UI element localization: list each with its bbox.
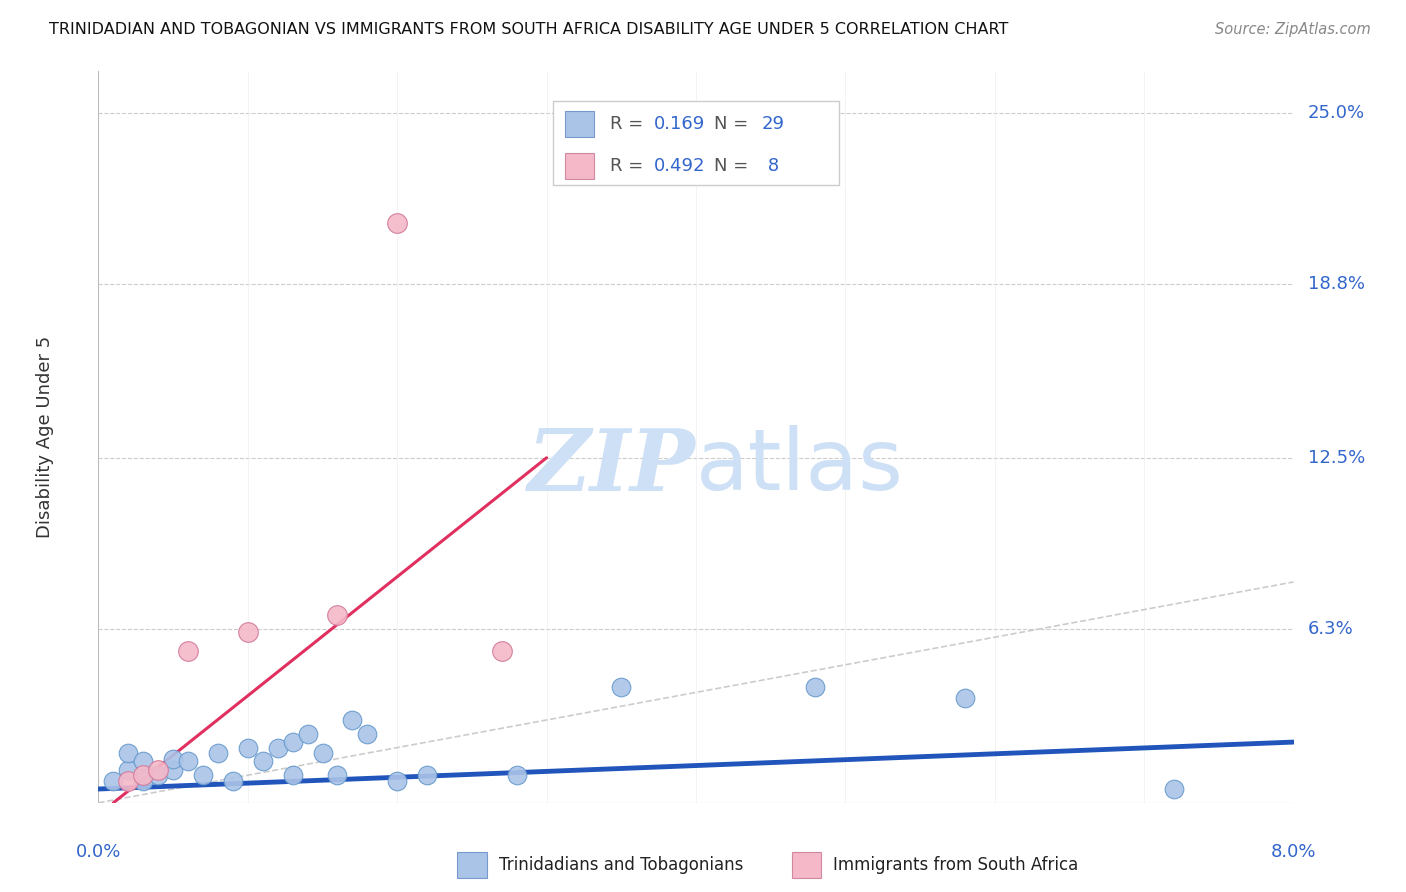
FancyBboxPatch shape <box>565 111 595 137</box>
Point <box>148 768 170 782</box>
FancyBboxPatch shape <box>565 153 595 179</box>
Text: R =: R = <box>610 115 650 133</box>
Text: TRINIDADIAN AND TOBAGONIAN VS IMMIGRANTS FROM SOUTH AFRICA DISABILITY AGE UNDER : TRINIDADIAN AND TOBAGONIAN VS IMMIGRANTS… <box>49 22 1008 37</box>
Point <box>148 763 170 777</box>
Point <box>177 755 200 769</box>
Point <box>162 751 184 765</box>
Point <box>236 740 259 755</box>
Point <box>191 768 214 782</box>
Text: 8.0%: 8.0% <box>1271 843 1316 861</box>
Point <box>117 763 139 777</box>
Text: 6.3%: 6.3% <box>1308 620 1354 638</box>
Point <box>222 773 245 788</box>
Text: Trinidadians and Tobagonians: Trinidadians and Tobagonians <box>499 856 744 874</box>
Point <box>1163 782 1185 797</box>
Point <box>491 644 513 658</box>
Point <box>132 773 155 788</box>
Text: 0.0%: 0.0% <box>76 843 121 861</box>
Text: N =: N = <box>714 157 754 175</box>
Point <box>610 680 633 694</box>
Text: 8: 8 <box>762 157 779 175</box>
Text: 29: 29 <box>762 115 785 133</box>
Point <box>281 768 304 782</box>
Point <box>281 735 304 749</box>
Point <box>416 768 439 782</box>
Point <box>132 768 155 782</box>
Text: 12.5%: 12.5% <box>1308 449 1365 467</box>
FancyBboxPatch shape <box>553 101 839 185</box>
Point <box>506 768 529 782</box>
Point <box>311 746 333 760</box>
Point <box>326 768 349 782</box>
Point <box>267 740 290 755</box>
Point <box>177 644 200 658</box>
Text: R =: R = <box>610 157 650 175</box>
Point <box>297 727 319 741</box>
Point <box>207 746 229 760</box>
Text: 25.0%: 25.0% <box>1308 103 1365 122</box>
Point <box>236 624 259 639</box>
Text: 0.492: 0.492 <box>654 157 706 175</box>
Point <box>804 680 827 694</box>
FancyBboxPatch shape <box>457 852 486 878</box>
Point <box>162 763 184 777</box>
Point <box>326 608 349 623</box>
Point <box>117 773 139 788</box>
Point <box>132 755 155 769</box>
Text: ZIP: ZIP <box>529 425 696 508</box>
Point <box>342 713 364 727</box>
Text: 18.8%: 18.8% <box>1308 275 1365 293</box>
Text: N =: N = <box>714 115 754 133</box>
Text: Immigrants from South Africa: Immigrants from South Africa <box>834 856 1078 874</box>
Text: Source: ZipAtlas.com: Source: ZipAtlas.com <box>1215 22 1371 37</box>
Point <box>252 755 274 769</box>
Text: Disability Age Under 5: Disability Age Under 5 <box>35 336 53 538</box>
Text: atlas: atlas <box>696 425 904 508</box>
Text: 0.169: 0.169 <box>654 115 706 133</box>
Point <box>385 773 409 788</box>
Point <box>953 690 976 705</box>
Point <box>103 773 125 788</box>
Point <box>356 727 378 741</box>
FancyBboxPatch shape <box>792 852 821 878</box>
Point <box>117 746 139 760</box>
Point <box>385 216 409 230</box>
